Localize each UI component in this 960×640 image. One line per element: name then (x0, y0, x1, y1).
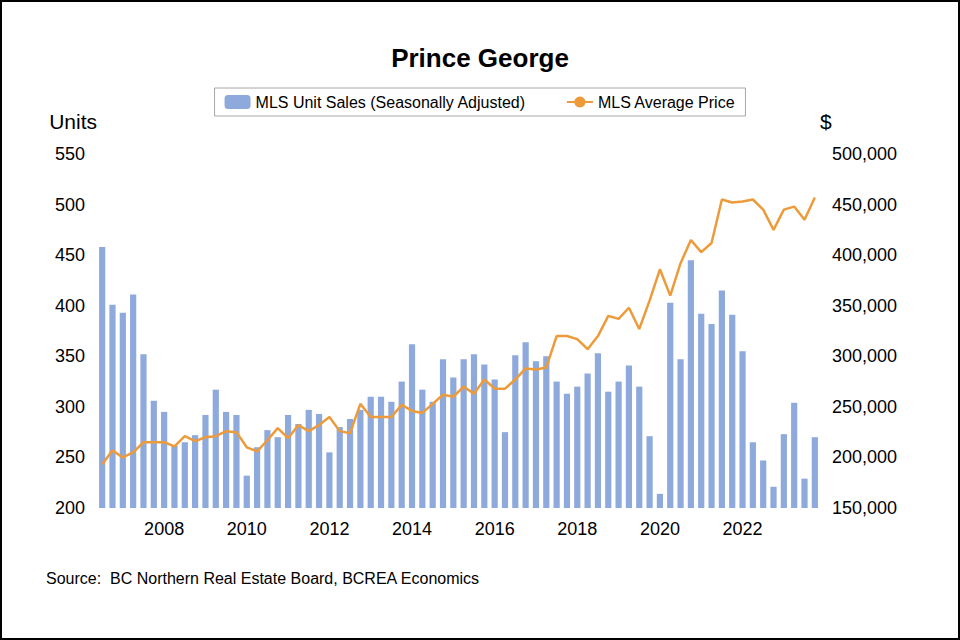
svg-text:2010: 2010 (227, 519, 267, 539)
svg-text:250,000: 250,000 (832, 397, 897, 417)
svg-text:450: 450 (55, 245, 85, 265)
svg-text:400,000: 400,000 (832, 245, 897, 265)
svg-text:2020: 2020 (640, 519, 680, 539)
svg-text:200: 200 (55, 498, 85, 518)
svg-text:150,000: 150,000 (832, 498, 897, 518)
svg-text:350,000: 350,000 (832, 296, 897, 316)
svg-text:500: 500 (55, 195, 85, 215)
svg-text:2018: 2018 (557, 519, 597, 539)
svg-text:2022: 2022 (723, 519, 763, 539)
svg-text:300,000: 300,000 (832, 346, 897, 366)
svg-text:2016: 2016 (475, 519, 515, 539)
svg-text:450,000: 450,000 (832, 195, 897, 215)
svg-text:MLS Average Price: MLS Average Price (598, 94, 735, 111)
svg-text:200,000: 200,000 (832, 447, 897, 467)
svg-text:$: $ (820, 110, 832, 133)
svg-text:300: 300 (55, 397, 85, 417)
svg-text:Units: Units (49, 110, 97, 133)
svg-text:400: 400 (55, 296, 85, 316)
svg-text:Source: BC Northern Real Esta: Source: BC Northern Real Estate Board, B… (46, 570, 479, 587)
svg-text:Prince George: Prince George (391, 43, 569, 73)
svg-text:2008: 2008 (144, 519, 184, 539)
svg-text:500,000: 500,000 (832, 144, 897, 164)
svg-text:550: 550 (55, 144, 85, 164)
svg-text:350: 350 (55, 346, 85, 366)
svg-text:2014: 2014 (392, 519, 432, 539)
svg-text:MLS Unit Sales (Seasonally Adj: MLS Unit Sales (Seasonally Adjusted) (256, 94, 525, 111)
svg-text:2012: 2012 (309, 519, 349, 539)
svg-text:250: 250 (55, 447, 85, 467)
